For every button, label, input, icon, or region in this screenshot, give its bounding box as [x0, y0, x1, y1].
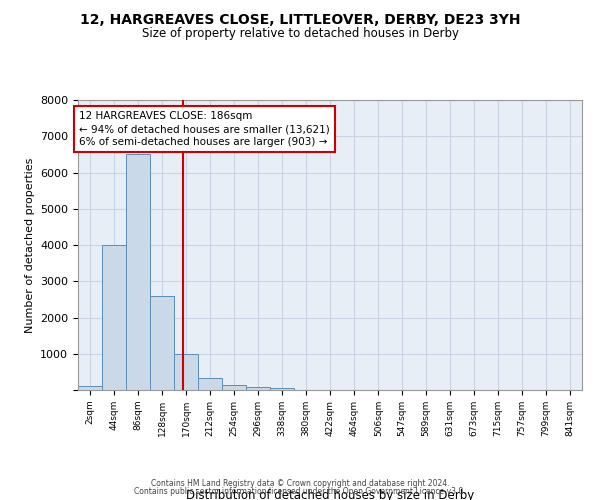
Text: Contains HM Land Registry data © Crown copyright and database right 2024.: Contains HM Land Registry data © Crown c…	[151, 478, 449, 488]
Bar	[246, 387, 270, 390]
Text: 12, HARGREAVES CLOSE, LITTLEOVER, DERBY, DE23 3YH: 12, HARGREAVES CLOSE, LITTLEOVER, DERBY,…	[80, 12, 520, 26]
Bar	[150, 296, 174, 390]
Bar	[270, 388, 294, 390]
X-axis label: Distribution of detached houses by size in Derby: Distribution of detached houses by size …	[186, 489, 474, 500]
Bar	[102, 245, 126, 390]
Bar	[78, 386, 102, 390]
Bar	[222, 386, 246, 390]
Text: Size of property relative to detached houses in Derby: Size of property relative to detached ho…	[142, 28, 458, 40]
Text: Contains public sector information licensed under the Open Government Licence v3: Contains public sector information licen…	[134, 487, 466, 496]
Y-axis label: Number of detached properties: Number of detached properties	[25, 158, 35, 332]
Bar	[126, 154, 150, 390]
Bar	[174, 354, 198, 390]
Text: 12 HARGREAVES CLOSE: 186sqm
← 94% of detached houses are smaller (13,621)
6% of : 12 HARGREAVES CLOSE: 186sqm ← 94% of det…	[79, 111, 330, 148]
Bar	[198, 378, 222, 390]
